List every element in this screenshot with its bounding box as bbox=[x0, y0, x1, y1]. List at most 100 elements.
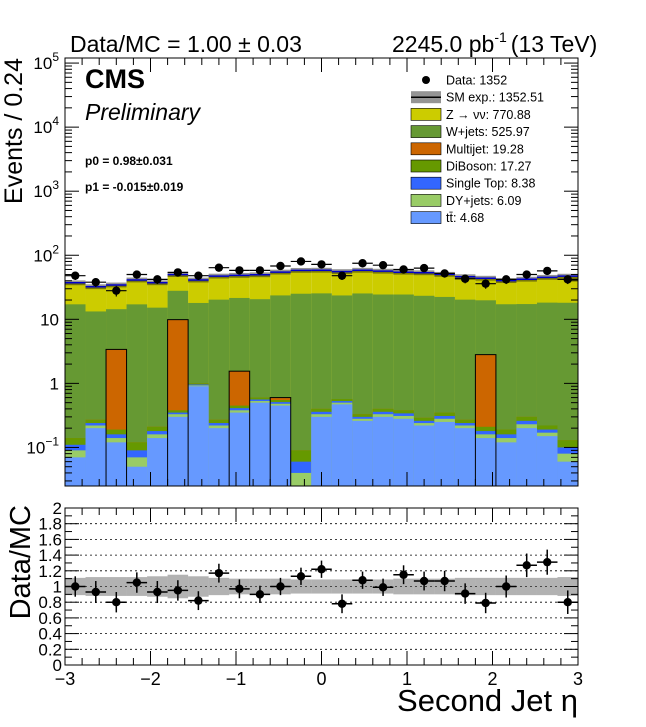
ratio-point bbox=[276, 582, 285, 591]
stack-bar-tt bbox=[352, 420, 373, 486]
legend-label: W+jets: 525.97 bbox=[446, 125, 530, 139]
ratio-point bbox=[378, 583, 388, 592]
ratio-y-tick-label: 0.6 bbox=[38, 609, 62, 628]
ratio-point bbox=[440, 576, 449, 586]
ratio-uncertainty-band bbox=[536, 577, 558, 596]
ratio-point bbox=[296, 572, 306, 581]
data-point bbox=[460, 274, 470, 283]
legend-label: DiBoson: 17.27 bbox=[446, 160, 532, 174]
legend-label: Z → νν: 770.88 bbox=[446, 108, 531, 122]
ratio-point bbox=[132, 578, 142, 587]
y-tick-label: 102 bbox=[33, 242, 59, 265]
legend: Data: 1352 SM exp.: 1352.51 Z → νν: 770.88… bbox=[410, 74, 544, 225]
stack-bar-dy-jets bbox=[290, 472, 312, 486]
ratio-uncertainty-band bbox=[331, 579, 353, 594]
data-point bbox=[255, 266, 265, 275]
stack-bar-tt bbox=[454, 428, 476, 486]
data-point bbox=[173, 268, 183, 277]
ratio-point bbox=[194, 596, 203, 605]
ratio-y-tick-label: 0.2 bbox=[38, 640, 62, 659]
stack-bar-tt bbox=[413, 425, 435, 486]
stack-bar-tt bbox=[249, 402, 271, 486]
ratio-point bbox=[173, 586, 183, 595]
stack-bar-tt bbox=[106, 442, 127, 486]
data-point bbox=[522, 270, 531, 279]
data-point bbox=[194, 271, 203, 280]
ratio-uncertainty-band bbox=[188, 576, 209, 597]
legend-swatch bbox=[410, 194, 442, 207]
stack-bar-tt bbox=[126, 466, 148, 486]
stack-bar-tt bbox=[311, 416, 332, 486]
stack-bar-tt bbox=[475, 438, 496, 486]
ratio-plot: 00.20.40.60.811.21.41.61.82−3 −2 −1 0 1 2 3 bbox=[38, 499, 583, 689]
stack-bar-tt bbox=[65, 457, 86, 486]
fit-p0: p0 = 0.98±0.031 bbox=[85, 154, 173, 168]
y-tick-label: 103 bbox=[33, 178, 59, 201]
x-tick-label: 1 bbox=[402, 669, 412, 689]
data-point bbox=[276, 261, 285, 271]
x-tick-label: 0 bbox=[316, 669, 326, 689]
ratio-point bbox=[153, 587, 162, 597]
data-point bbox=[399, 265, 408, 274]
legend-label: SM exp.: 1352.51 bbox=[446, 91, 544, 105]
ratio-point bbox=[419, 576, 429, 586]
ratio-y-tick-label: 2 bbox=[53, 499, 62, 518]
ratio-y-tick-label: 1.4 bbox=[38, 546, 62, 565]
data-point bbox=[440, 269, 449, 278]
lumi-label: 2245.0 pb-1 (13 TeV) bbox=[392, 29, 597, 57]
data-point bbox=[91, 277, 100, 287]
data-mc-ratio-title: Data/MC = 1.00 ± 0.03 bbox=[70, 31, 302, 57]
data-point bbox=[358, 259, 367, 268]
data-point bbox=[214, 263, 224, 272]
ratio-point bbox=[522, 561, 531, 570]
stack-bar-w-jets bbox=[290, 293, 312, 486]
data-point bbox=[481, 279, 490, 288]
ratio-point bbox=[214, 568, 224, 578]
data-point bbox=[563, 275, 572, 284]
preliminary-label: Preliminary bbox=[85, 99, 202, 125]
ratio-uncertainty-band bbox=[516, 577, 537, 596]
ratio-y-tick-label: 1.6 bbox=[38, 530, 62, 549]
stack-bar-tt bbox=[331, 404, 353, 486]
ratio-point bbox=[543, 557, 552, 567]
ratio-point bbox=[112, 598, 121, 607]
data-point bbox=[501, 275, 511, 284]
ratio-y-tick-label: 1 bbox=[53, 578, 62, 597]
y-tick-label: 10 bbox=[40, 310, 59, 329]
x-tick-label: −1 bbox=[226, 669, 247, 689]
legend-swatch bbox=[410, 159, 442, 173]
data-point bbox=[153, 275, 162, 284]
legend-label: Multijet: 19.28 bbox=[446, 142, 524, 156]
data-point bbox=[112, 286, 121, 295]
stack-bar-tt bbox=[434, 421, 455, 486]
main-plot: 10−1 1 10 102 103 104 105 bbox=[26, 50, 579, 487]
ratio-point bbox=[235, 584, 244, 594]
ratio-uncertainty-band bbox=[106, 577, 127, 596]
legend-swatch bbox=[410, 125, 442, 138]
data-point bbox=[419, 263, 429, 273]
x-tick-label: −3 bbox=[55, 669, 76, 689]
ratio-point bbox=[317, 565, 326, 574]
stack-bar-tt bbox=[495, 442, 517, 486]
stack-bar-tt bbox=[536, 436, 558, 486]
stack-bar-tt bbox=[557, 461, 578, 486]
legend-label: Data: 1352 bbox=[446, 74, 507, 88]
ratio-point bbox=[91, 587, 100, 597]
stack-bar-tt bbox=[188, 386, 209, 486]
ratio-y-tick-label: 0 bbox=[53, 656, 62, 675]
legend-swatch bbox=[410, 108, 442, 121]
legend-label: Single Top: 8.38 bbox=[446, 177, 535, 191]
data-point bbox=[235, 266, 244, 275]
ratio-y-tick-label: 1.8 bbox=[38, 515, 62, 534]
data-point bbox=[337, 271, 347, 280]
data-point bbox=[543, 266, 552, 276]
stack-bar-w-jets bbox=[126, 304, 148, 486]
y-tick-label: 1 bbox=[50, 374, 59, 393]
ratio-uncertainty-band bbox=[290, 579, 312, 594]
ratio-point bbox=[255, 590, 265, 599]
y-tick-label: 10−1 bbox=[26, 434, 59, 457]
legend-label: tt̄: 4.68 bbox=[446, 211, 484, 225]
data-point bbox=[71, 271, 80, 280]
legend-marker-data bbox=[422, 76, 430, 84]
